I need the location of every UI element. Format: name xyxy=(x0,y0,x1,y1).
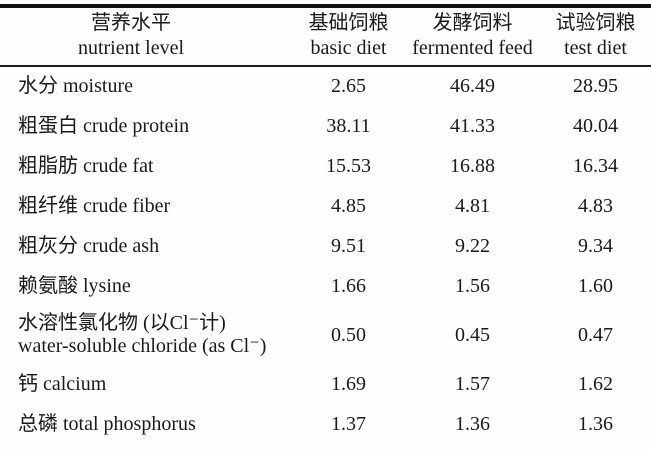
table-row-calcium: 钙 calcium 1.69 1.57 1.62 xyxy=(0,364,651,404)
value-cell: 1.57 xyxy=(455,372,490,395)
value-cell: 0.50 xyxy=(331,323,366,346)
value-cell: 1.56 xyxy=(455,274,490,297)
value-cell: 9.34 xyxy=(578,234,613,257)
column-header-zh: 基础饲粮 xyxy=(308,12,389,34)
value-cell: 1.60 xyxy=(578,274,613,297)
column-header-fermented-feed: 发酵饲料 fermented feed xyxy=(405,6,540,67)
value-cell: 16.88 xyxy=(450,154,495,177)
table-row-water-soluble-chloride: 水溶性氯化物 (以Cl⁻计) water-soluble chloride (a… xyxy=(0,306,651,364)
row-label: 水分 moisture xyxy=(18,75,133,97)
table-row-lysine: 赖氨酸 lysine 1.66 1.56 1.60 xyxy=(0,266,651,306)
header-row: 营养水平 nutrient level 基础饲粮 basic diet 发酵饲料… xyxy=(0,6,651,67)
column-header-test-diet: 试验饲粮 test diet xyxy=(540,6,651,67)
value-cell: 1.37 xyxy=(331,412,366,435)
value-cell: 1.69 xyxy=(331,372,366,395)
table-row-crude-protein: 粗蛋白 crude protein 38.11 41.33 40.04 xyxy=(0,106,651,146)
row-label: 粗脂肪 crude fat xyxy=(18,154,154,177)
table-row-total-phosphorus: 总磷 total phosphorus 1.37 1.36 1.36 xyxy=(0,404,651,444)
value-cell: 4.81 xyxy=(455,194,490,217)
column-header-basic-diet: 基础饲粮 basic diet xyxy=(292,6,405,67)
row-label: 钙 calcium xyxy=(18,372,107,395)
value-cell: 4.83 xyxy=(578,194,613,217)
row-label: 水溶性氯化物 (以Cl⁻计) water-soluble chloride (a… xyxy=(0,306,292,364)
value-cell: 1.66 xyxy=(331,274,366,297)
table-row-crude-fat: 粗脂肪 crude fat 15.53 16.88 16.34 xyxy=(0,146,651,186)
value-cell: 41.33 xyxy=(450,114,495,137)
table-header: 营养水平 nutrient level 基础饲粮 basic diet 发酵饲料… xyxy=(0,6,651,67)
value-cell: 38.11 xyxy=(326,114,371,137)
value-cell: 40.04 xyxy=(573,114,618,137)
table-body: 水分 moisture 2.65 46.49 28.95 粗蛋白 crude p… xyxy=(0,66,651,444)
column-header-en: test diet xyxy=(564,37,627,59)
table-row-crude-ash: 粗灰分 crude ash 9.51 9.22 9.34 xyxy=(0,226,651,266)
column-header-en: nutrient level xyxy=(77,37,185,59)
column-header-en: fermented feed xyxy=(412,37,533,59)
value-cell: 46.49 xyxy=(450,75,495,97)
value-cell: 1.36 xyxy=(455,412,490,435)
nutrient-level-table: 营养水平 nutrient level 基础饲粮 basic diet 发酵饲料… xyxy=(0,4,651,444)
row-label: 总磷 total phosphorus xyxy=(18,412,196,435)
column-header-zh: 营养水平 xyxy=(91,12,171,34)
value-cell: 4.85 xyxy=(331,194,366,217)
row-label-zh: 水溶性氯化物 (以Cl⁻计) xyxy=(18,312,226,334)
column-header-en: basic diet xyxy=(310,37,387,59)
row-label: 粗蛋白 crude protein xyxy=(18,114,190,137)
value-cell: 28.95 xyxy=(573,75,618,97)
column-header-nutrient-level: 营养水平 nutrient level xyxy=(0,6,292,67)
row-label: 赖氨酸 lysine xyxy=(18,274,131,297)
column-header-zh: 发酵饲料 xyxy=(432,12,513,34)
value-cell: 0.45 xyxy=(455,323,490,346)
value-cell: 16.34 xyxy=(573,154,618,177)
value-cell: 9.22 xyxy=(455,234,490,257)
column-header-zh: 试验饲粮 xyxy=(555,12,636,34)
value-cell: 9.51 xyxy=(331,234,366,257)
table-row-moisture: 水分 moisture 2.65 46.49 28.95 xyxy=(0,66,651,106)
value-cell: 1.36 xyxy=(578,412,613,435)
row-label-en: water-soluble chloride (as Cl⁻) xyxy=(18,335,267,357)
row-label: 粗灰分 crude ash xyxy=(18,234,160,257)
value-cell: 0.47 xyxy=(578,323,613,346)
value-cell: 1.62 xyxy=(578,372,613,395)
table-row-crude-fiber: 粗纤维 crude fiber 4.85 4.81 4.83 xyxy=(0,186,651,226)
value-cell: 2.65 xyxy=(331,75,366,97)
row-label: 粗纤维 crude fiber xyxy=(18,194,171,217)
value-cell: 15.53 xyxy=(326,154,371,177)
